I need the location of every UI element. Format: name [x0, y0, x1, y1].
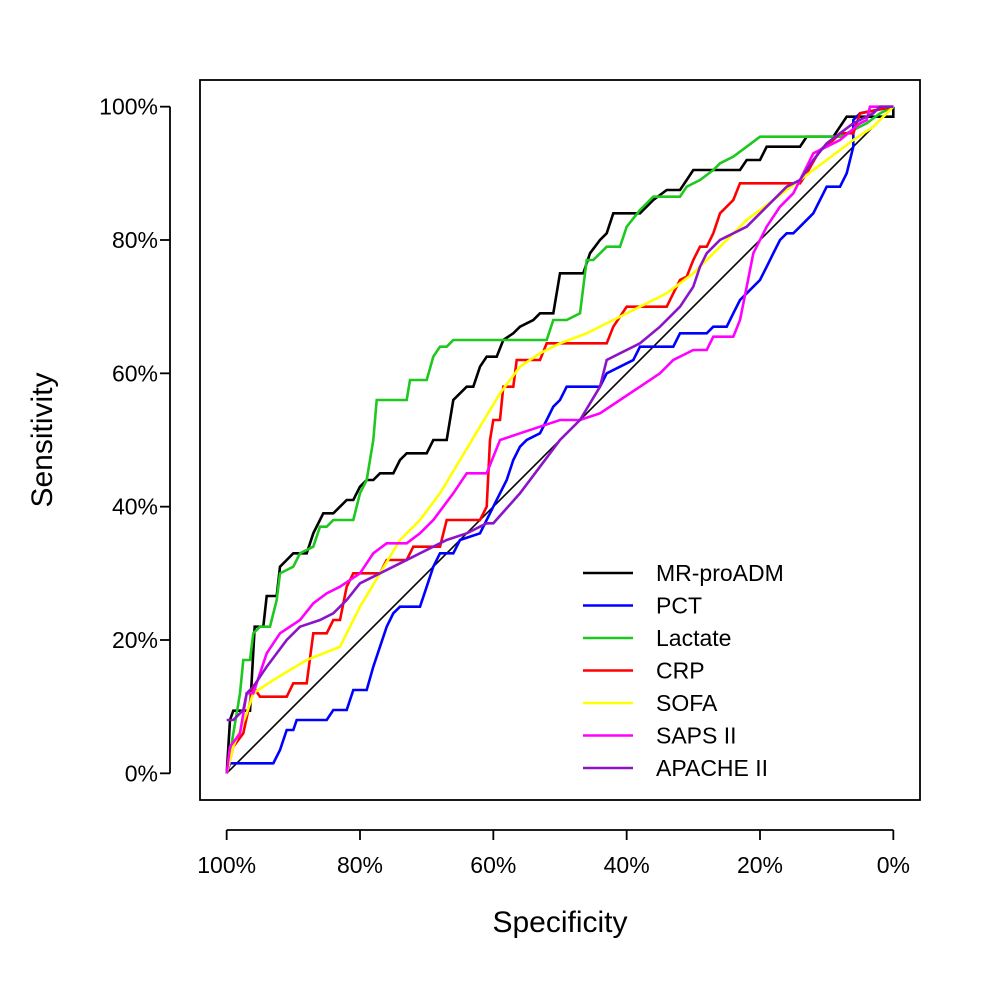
y-tick-label: 80%: [112, 227, 158, 253]
legend: MR-proADM PCT Lactate CRP SOFA SAPS II APACHE …: [583, 560, 784, 781]
x-tick-label: 40%: [604, 852, 650, 878]
y-tick-label: 60%: [112, 360, 158, 386]
series-line-lactate: [225, 105, 894, 774]
legend-label-mr-proadm: MR-proADM: [656, 560, 784, 586]
y-tick-label: 40%: [112, 494, 158, 520]
x-tick-label: 20%: [737, 852, 783, 878]
series-layer: [225, 105, 895, 774]
y-tick-label: 20%: [112, 627, 158, 653]
y-axis-title: Sensitivity: [26, 372, 59, 507]
legend-label-pct: PCT: [656, 593, 702, 619]
series-line-mr-proadm: [225, 106, 895, 774]
x-tick-label: 0%: [877, 852, 910, 878]
legend-label-lactate: Lactate: [656, 625, 731, 651]
series-line-apache-ii: [226, 105, 894, 722]
legend-label-sofa: SOFA: [656, 690, 718, 716]
y-tick-label: 0%: [125, 760, 158, 786]
plot-frame: [199, 79, 921, 801]
series-line-pct: [225, 105, 894, 774]
x-axis-title: Specificity: [492, 906, 627, 939]
x-tick-label: 80%: [337, 852, 383, 878]
x-tick-label: 60%: [470, 852, 516, 878]
series-line-saps-ii: [225, 105, 894, 774]
legend-label-apache-ii: APACHE II: [656, 755, 768, 781]
legend-label-crp: CRP: [656, 658, 705, 684]
axes-layer: 100% 80% 60% 40% 20% 0% 0% 20% 40% 60% 80% 100%: [99, 79, 921, 878]
legend-label-saps-ii: SAPS II: [656, 723, 737, 749]
x-tick-label: 100%: [197, 852, 256, 878]
y-tick-label: 100%: [99, 94, 158, 120]
series-line-crp: [225, 105, 894, 774]
